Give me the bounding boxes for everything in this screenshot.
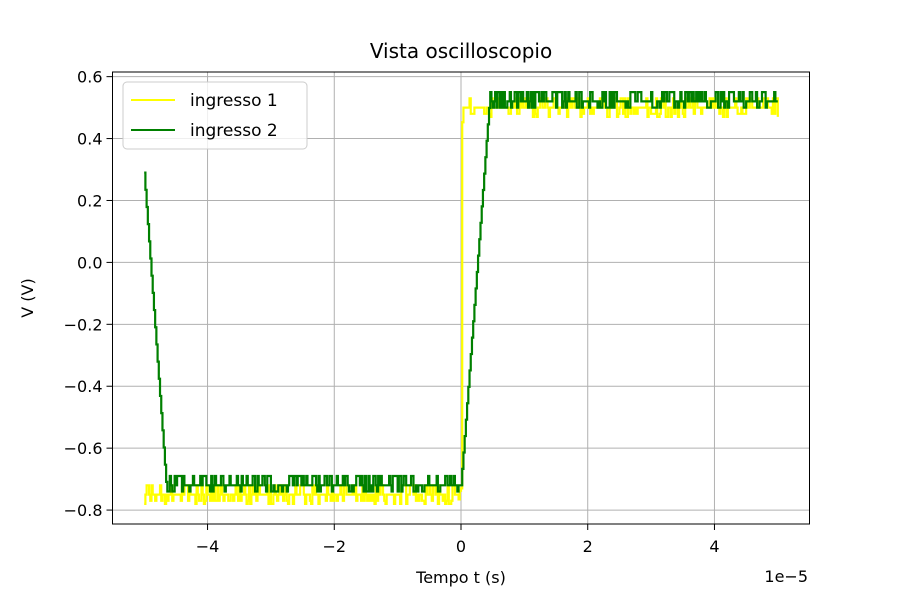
series-line-ingresso-2 — [144, 91, 778, 493]
x-tick-label: 2 — [583, 537, 593, 556]
grid-layer — [112, 72, 810, 524]
series-layer — [144, 91, 779, 505]
y-tick-label: −0.4 — [64, 377, 103, 396]
x-tick-label: 0 — [456, 537, 466, 556]
tick-layer: −4 −2 0 2 4 −0.8 −0.6 −0.4 −0.2 0.0 0.2 0.4 0.6 — [64, 68, 720, 556]
y-tick-label: 0.4 — [77, 130, 102, 149]
y-tick-label: 0.0 — [77, 253, 102, 272]
x-tick-label: 4 — [709, 537, 719, 556]
y-tick-label: 0.2 — [77, 191, 102, 210]
legend-label-ingresso-2: ingresso 2 — [190, 121, 278, 141]
x-tick-label: −2 — [322, 537, 346, 556]
x-tick-label: −4 — [196, 537, 220, 556]
y-tick-label: 0.6 — [77, 68, 102, 87]
x-axis-label: Tempo t (s) — [415, 568, 506, 587]
chart-title: Vista oscilloscopio — [370, 39, 552, 63]
y-tick-label: −0.8 — [64, 501, 103, 520]
legend-box — [122, 81, 308, 150]
x-offset-label: 1e−5 — [764, 567, 808, 586]
y-tick-label: −0.6 — [64, 439, 103, 458]
legend-label-ingresso-1: ingresso 1 — [190, 91, 278, 111]
y-tick-label: −0.2 — [64, 315, 103, 334]
y-axis-label: V (V) — [18, 278, 37, 317]
legend: ingresso 1 ingresso 2 — [122, 81, 308, 150]
